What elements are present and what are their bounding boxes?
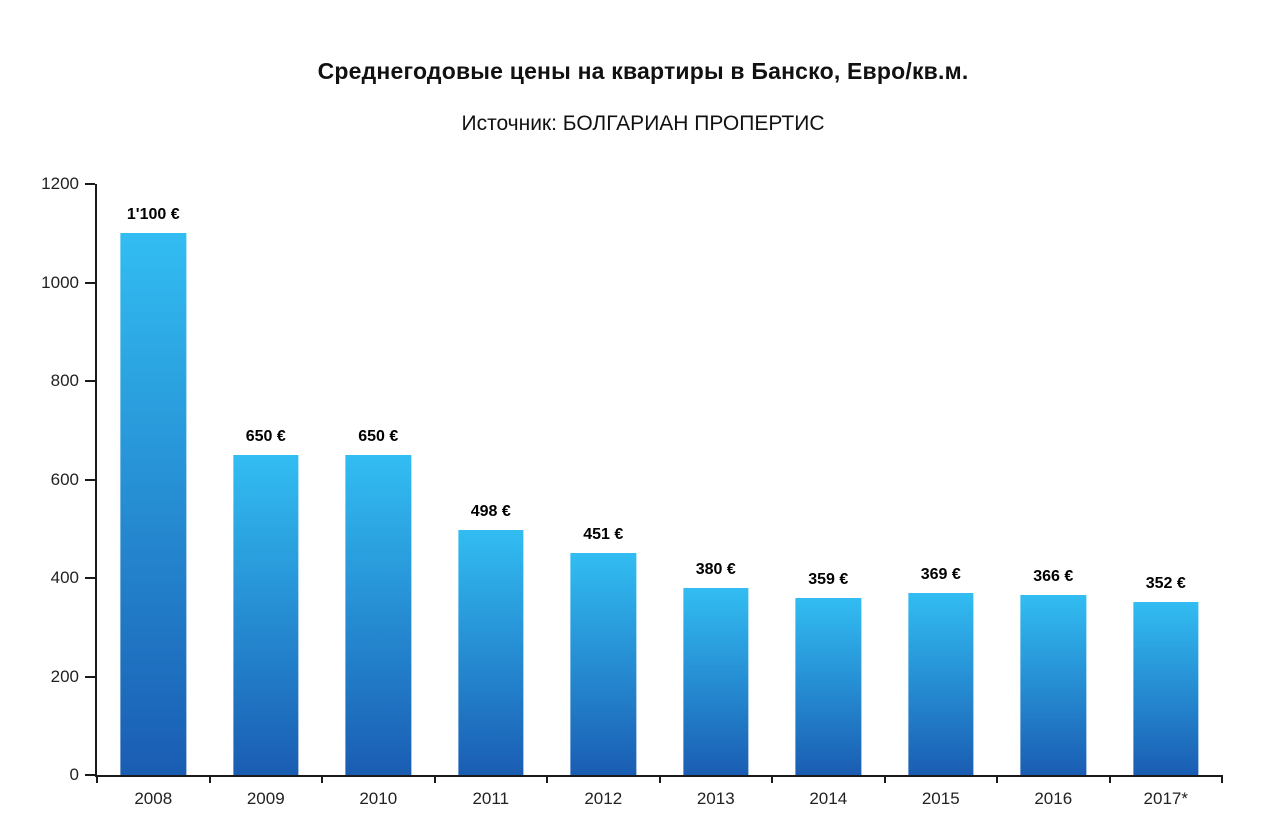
x-axis-label: 2017*	[1143, 789, 1188, 808]
bar-value-label: 380 €	[695, 560, 736, 578]
y-axis-tick	[85, 774, 95, 776]
bar-value-label: 650 €	[358, 427, 399, 445]
x-axis-tick	[771, 775, 773, 783]
y-axis-tick-label: 400	[50, 568, 79, 587]
x-axis-tick	[321, 775, 323, 783]
x-axis-tick	[96, 775, 98, 783]
x-axis-label: 2010	[359, 789, 398, 808]
bar-slot: 352 € 2017*	[1110, 184, 1223, 808]
x-axis-tick	[1108, 775, 1111, 783]
bar-slot: 498 € 2011	[435, 184, 548, 808]
x-axis-label: 2009	[246, 789, 285, 808]
y-axis-tick-label: 800	[50, 371, 79, 390]
chart-title: Среднегодовые цены на квартиры в Банско,…	[317, 58, 969, 84]
y-axis-tick	[85, 478, 95, 481]
y-axis-tick-label: 600	[50, 469, 79, 489]
bar-value-label: 366 €	[1033, 567, 1074, 585]
x-axis-label: 2015	[921, 789, 960, 808]
y-axis-tick	[85, 577, 95, 579]
x-axis-tick	[1221, 775, 1223, 783]
x-axis-label: 2014	[809, 789, 848, 808]
x-axis-tick	[996, 775, 998, 783]
bar	[120, 233, 186, 775]
bar	[233, 454, 299, 775]
x-axis-tick	[658, 775, 661, 783]
bar-slot: 1'100 € 2008	[97, 184, 210, 808]
bar-slot: 366 € 2016	[997, 184, 1110, 808]
bar	[1020, 594, 1086, 775]
plot-area: 0 200 400 600 800 1000 1200 1'100 € 2008 650 € 200…	[41, 175, 1223, 808]
y-axis-tick-label: 1200	[41, 174, 79, 193]
bar	[1133, 601, 1199, 775]
bar-value-label: 1'100 €	[126, 206, 180, 224]
bar-value-label: 650 €	[245, 427, 286, 445]
bar-slot: 650 € 2010	[322, 184, 435, 808]
bar-value-label: 369 €	[920, 566, 961, 584]
bar-slot: 380 € 2013	[660, 184, 773, 808]
bar	[345, 454, 411, 775]
bar-slot: 451 € 2012	[547, 184, 660, 808]
x-axis-label: 2008	[134, 789, 173, 808]
x-axis-tick	[883, 775, 886, 783]
y-axis-tick-label: 200	[50, 666, 79, 686]
y-axis-tick-label: 0	[69, 765, 79, 784]
y-axis-tick	[85, 675, 95, 678]
bar-slot: 359 € 2014	[772, 184, 885, 808]
y-axis-tick	[85, 380, 95, 382]
bar	[458, 529, 524, 775]
x-axis-label: 2011	[472, 789, 510, 808]
bar-value-label: 352 €	[1145, 574, 1186, 592]
x-axis-tick	[433, 775, 436, 783]
y-axis-tick	[85, 281, 95, 284]
chart-subtitle: Источник: БОЛГАРИАН ПРОПЕРТИС	[461, 112, 825, 135]
bar	[795, 598, 861, 775]
bar-value-label: 451 €	[583, 525, 624, 543]
x-axis-label: 2016	[1034, 789, 1073, 808]
bar-value-label: 498 €	[470, 502, 511, 520]
x-axis-tick	[546, 775, 548, 783]
bar-slot: 650 € 2009	[210, 184, 323, 808]
bar	[570, 552, 636, 775]
bar	[908, 593, 974, 775]
bar-slot: 369 € 2015	[885, 184, 998, 808]
bar-value-label: 359 €	[808, 571, 849, 589]
x-axis-label: 2012	[584, 789, 623, 808]
x-axis-label: 2013	[696, 789, 735, 808]
bar	[683, 587, 749, 775]
x-axis-tick	[208, 775, 211, 783]
y-axis-tick-label: 1000	[41, 272, 79, 292]
y-axis-tick	[85, 183, 95, 185]
